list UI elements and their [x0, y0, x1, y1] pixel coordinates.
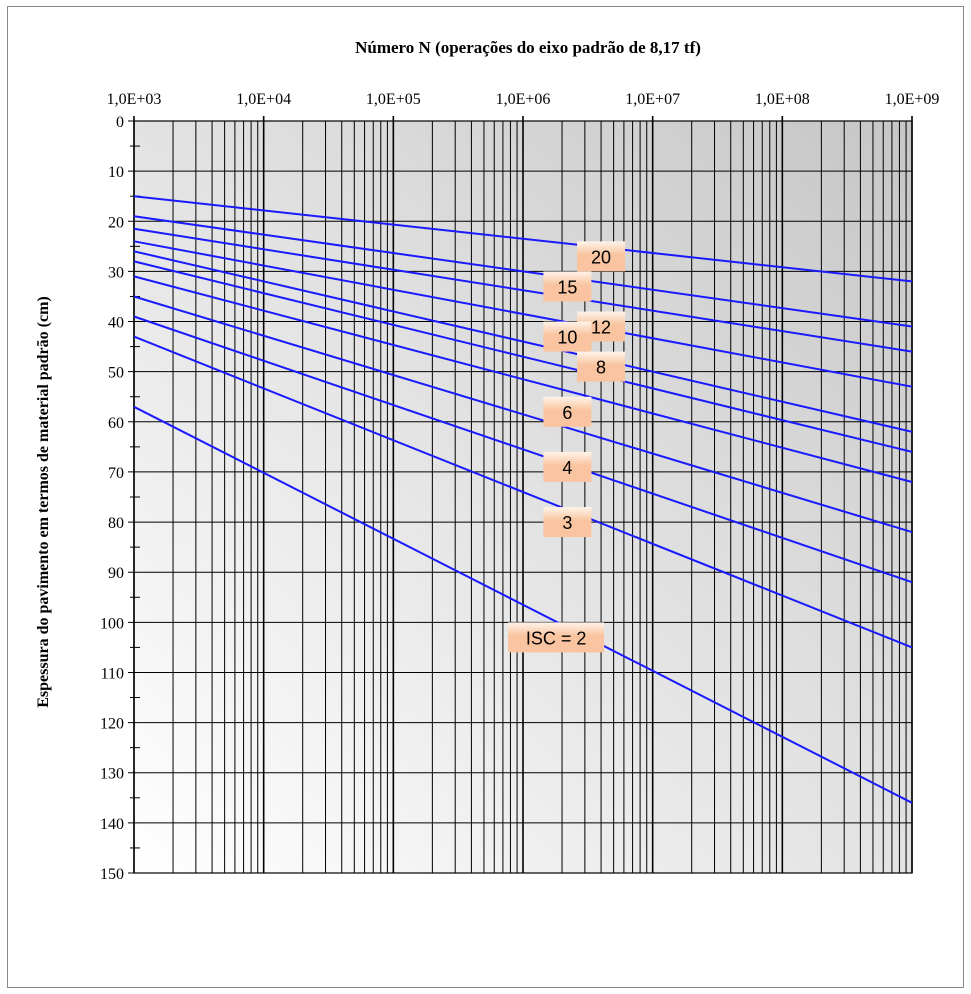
x-tick-label: 1,0E+04 — [236, 91, 291, 108]
x-tick-label: 1,0E+08 — [755, 91, 810, 108]
series-label-box — [543, 507, 592, 538]
series-line — [133, 195, 913, 283]
series-label: 12 — [591, 318, 611, 338]
series-line — [133, 215, 913, 328]
y-tick-label: 100 — [100, 615, 124, 632]
series-label-box — [543, 451, 592, 482]
y-axis-label: Espessura do pavimento em termos de mate… — [35, 296, 52, 708]
plot-border — [133, 120, 913, 874]
series-line — [133, 260, 913, 453]
y-tick-label: 70 — [108, 465, 124, 482]
x-tick-label: 1,0E+06 — [496, 91, 551, 108]
series-label-box — [543, 396, 592, 427]
y-tick-label: 30 — [108, 264, 124, 281]
series-label: ISC = 2 — [526, 628, 587, 648]
y-tick-label: 130 — [100, 766, 124, 783]
series-label: 4 — [562, 458, 572, 478]
x-tick-label: 1,0E+05 — [366, 91, 421, 108]
series-label: 8 — [596, 358, 606, 378]
x-tick-label: 1,0E+03 — [107, 91, 162, 108]
x-tick-labels: 1,0E+03 1,0E+04 1,0E+05 1,0E+06 1,0E+07 1,0E+… — [107, 91, 940, 108]
series-line — [133, 405, 913, 804]
x-tick-label: 1,0E+07 — [625, 91, 680, 108]
series-line — [133, 335, 913, 649]
series-line — [133, 250, 913, 433]
y-tick-label: 60 — [108, 415, 124, 432]
y-tick-label: 40 — [108, 315, 124, 332]
series-line — [133, 275, 913, 483]
series-label-box — [508, 622, 605, 653]
chart-title: Número N (operações do eixo padrão de 8,… — [355, 38, 701, 57]
y-tick-label: 150 — [100, 866, 124, 883]
grid — [128, 116, 913, 874]
y-tick-label: 90 — [108, 565, 124, 582]
y-tick-label: 110 — [101, 665, 124, 682]
series-label: 10 — [557, 328, 577, 348]
x-tick-label: 1,0E+09 — [885, 91, 940, 108]
series-label-box — [577, 351, 626, 382]
series-lines — [133, 195, 913, 804]
y-tick-label: 0 — [116, 114, 124, 131]
series-label: 3 — [562, 513, 572, 533]
y-tick-label: 140 — [100, 816, 124, 833]
series-line — [133, 240, 913, 388]
series-label: 15 — [557, 277, 577, 297]
series-label-box — [543, 271, 592, 302]
chart-svg: Número N (operações do eixo padrão de 8,… — [35, 38, 940, 883]
series-label-box — [577, 241, 626, 272]
series-label: 20 — [591, 247, 611, 267]
y-tick-label: 10 — [108, 164, 124, 181]
series-line — [133, 295, 913, 534]
series-labels: 20 15 12 10 8 6 4 3 ISC = 2 — [508, 241, 626, 653]
y-tick-label: 50 — [108, 365, 124, 382]
y-tick-label: 20 — [108, 214, 124, 231]
series-label-box — [543, 321, 592, 352]
chart-frame: Número N (operações do eixo padrão de 8,… — [7, 6, 964, 988]
y-tick-label: 80 — [108, 515, 124, 532]
y-tick-labels: 0 10 20 30 40 50 60 70 80 90 100 110 120 130 140 150 — [100, 114, 124, 883]
y-tick-label: 120 — [100, 716, 124, 733]
series-line — [133, 227, 913, 353]
series-label: 6 — [562, 403, 572, 423]
series-line — [133, 315, 913, 584]
